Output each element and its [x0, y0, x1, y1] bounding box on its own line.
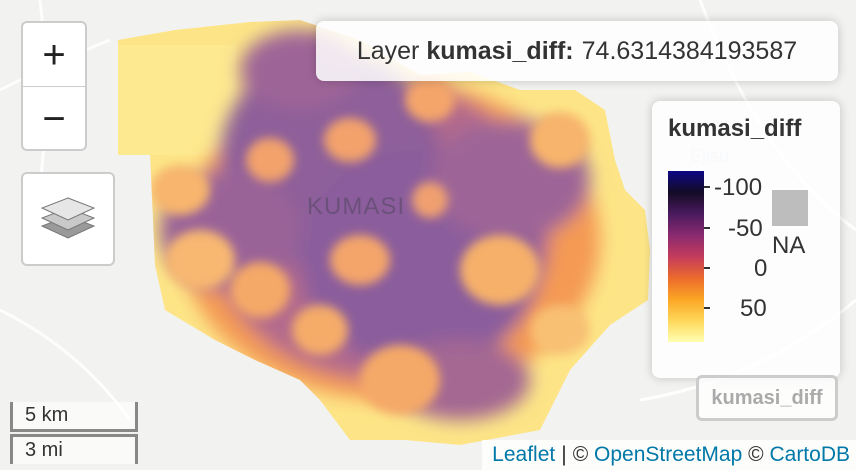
openstreetmap-link[interactable]: OpenStreetMap: [594, 443, 743, 466]
zoom-out-button[interactable]: −: [42, 96, 66, 141]
zoom-in-button[interactable]: +: [23, 23, 85, 87]
legend-tick-label: 0: [754, 255, 767, 282]
legend-na-swatch: [772, 190, 808, 226]
attribution-copyright: ©: [748, 443, 764, 466]
legend-na-label: NA: [772, 232, 805, 259]
zoom-control: + −: [21, 21, 87, 151]
legend-title: kumasi_diff: [668, 115, 802, 142]
legend-toggle-button[interactable]: kumasi_diff: [696, 375, 838, 421]
legend: kumasi_diff -100 -50 0 50 NA: [652, 101, 840, 378]
legend-graphic: -100 -50 0 50 NA: [668, 171, 808, 342]
layers-icon: [40, 197, 96, 239]
legend-tick-label: -100: [714, 174, 762, 201]
attribution: Leaflet | © OpenStreetMap © CartoDB: [482, 440, 856, 470]
scale-bar-mi: 3 mi: [10, 434, 138, 464]
layers-button[interactable]: [21, 172, 115, 266]
legend-tick-label: -50: [728, 215, 763, 242]
legend-tick-label: 50: [740, 295, 767, 322]
raster-block: [118, 45, 236, 155]
cartodb-link[interactable]: CartoDB: [769, 443, 850, 466]
attribution-copyright: ©: [572, 443, 589, 466]
scale-bar-km: 5 km: [10, 402, 138, 432]
layer-info-box: Layer kumasi_diff: 74.6314384193587: [316, 21, 838, 81]
legend-colorbar: [668, 171, 704, 342]
raster-overlay: [150, 30, 600, 420]
leaflet-link[interactable]: Leaflet: [492, 443, 556, 466]
place-label-kumasi: KUMASI: [307, 193, 405, 220]
attribution-separator: |: [561, 443, 567, 466]
info-layer-name: kumasi_diff:: [426, 36, 574, 65]
info-value: 74.6314384193587: [581, 36, 798, 65]
info-prefix: Layer: [356, 36, 420, 65]
